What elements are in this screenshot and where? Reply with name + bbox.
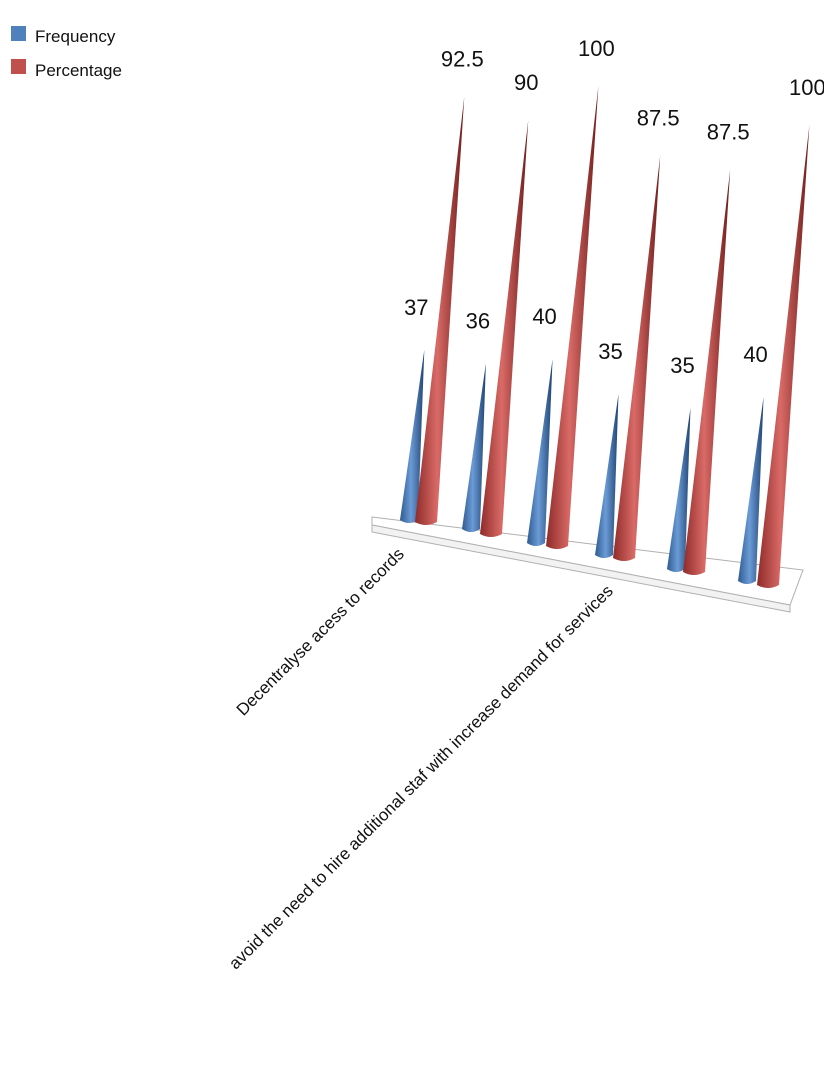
value-label-frequency-1: 37 (404, 295, 428, 320)
cone-frequency-3 (527, 359, 553, 546)
cone-frequency-1 (400, 349, 425, 523)
value-label-percentage-2: 90 (514, 70, 538, 95)
legend-label-frequency: Frequency (35, 27, 116, 46)
cone-percentage-1 (415, 96, 465, 525)
value-label-percentage-6: 100 (789, 75, 824, 100)
value-label-frequency-3: 40 (532, 304, 556, 329)
chart-value-labels: 37 92.5 36 90 40 100 35 87.5 35 87.5 40 100 (404, 36, 824, 378)
legend-label-percentage: Percentage (35, 61, 122, 80)
cone-frequency-2 (462, 363, 486, 532)
value-label-frequency-6: 40 (743, 342, 767, 367)
cone-percentage-2 (480, 120, 529, 537)
cone-percentage-5 (683, 169, 731, 575)
value-label-percentage-4: 87.5 (637, 106, 680, 131)
legend-swatch-percentage (11, 59, 26, 74)
cone-percentage-4 (613, 155, 661, 561)
legend-swatch-frequency (11, 26, 26, 41)
value-label-percentage-1: 92.5 (441, 47, 484, 72)
category-label-1: Decentralyse acess to records (233, 544, 408, 719)
value-label-percentage-3: 100 (578, 36, 615, 61)
cone-frequency-6 (738, 397, 764, 584)
chart-floor-front (371, 524, 791, 613)
category-label-2: avoid the need to hire additional staf w… (225, 581, 617, 973)
value-label-frequency-4: 35 (598, 339, 622, 364)
value-label-frequency-5: 35 (670, 353, 694, 378)
value-label-frequency-2: 36 (466, 308, 490, 333)
value-label-percentage-5: 87.5 (707, 120, 750, 145)
cone-frequency-5 (667, 408, 691, 572)
legend: Frequency Percentage (11, 26, 122, 80)
chart-marks (400, 86, 810, 588)
chart-floor-top (371, 516, 804, 606)
cone-percentage-3 (546, 86, 599, 549)
cone-percentage-6 (757, 125, 810, 588)
cone-frequency-4 (595, 394, 619, 558)
